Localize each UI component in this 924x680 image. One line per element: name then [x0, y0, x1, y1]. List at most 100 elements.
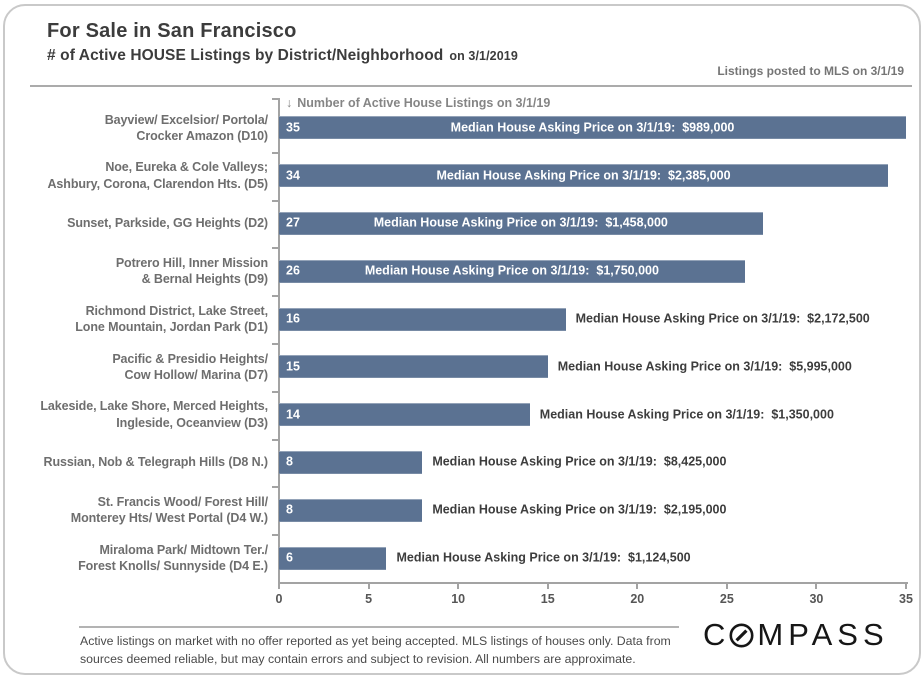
category-axis-tick	[272, 486, 278, 489]
median-price-label: Median House Asking Price on 3/1/19: $8,…	[432, 455, 727, 470]
value-axis-line	[278, 582, 908, 584]
category-label: St. Francis Wood/ Forest Hill/Monterey H…	[6, 486, 268, 534]
x-axis-tick	[457, 584, 460, 589]
median-price-label: Median House Asking Price on 3/1/19: $1,…	[373, 216, 668, 231]
bar-row: 8 Median House Asking Price on 3/1/19: $8…	[279, 439, 906, 487]
logo-text-prefix: C	[703, 617, 731, 652]
x-axis-tick	[546, 584, 549, 589]
category-axis-tick	[272, 343, 278, 345]
bar-value-label: 26	[286, 264, 300, 279]
mls-note: Listings posted to MLS on 3/1/19	[717, 64, 904, 78]
category-axis-tick	[272, 199, 278, 202]
bar-6: 15	[279, 355, 548, 379]
compass-logo: C MPASS	[703, 617, 889, 653]
disclaimer-text: Active listings on market with no offer …	[80, 632, 720, 669]
bar-value-label: 8	[286, 455, 293, 470]
bar-row: 8 Median House Asking Price on 3/1/19: $2…	[279, 486, 906, 534]
x-axis-tick-label: 0	[275, 592, 283, 606]
median-price-label: Median House Asking Price on 3/1/19: $2,…	[436, 168, 731, 183]
category-label-line: Ingleside, Oceanview (D3)	[116, 415, 268, 430]
page-subtitle: # of Active HOUSE Listings by District/N…	[47, 47, 518, 65]
category-label: Bayview/ Excelsior/ Portola/Crocker Amaz…	[6, 104, 268, 152]
median-price-label: Median House Asking Price on 3/1/19: $5,…	[557, 359, 852, 374]
bar-value-label: 35	[286, 120, 300, 135]
x-axis-tick-label: 15	[540, 592, 555, 606]
category-label-line: Miraloma Park/ Midtown Ter./	[99, 542, 268, 557]
median-price-label: Median House Asking Price on 3/1/19: $1,…	[539, 407, 834, 422]
category-axis-line	[278, 98, 280, 584]
category-label: Potrero Hill, Inner Mission & Bernal Heig…	[6, 247, 268, 295]
x-axis-tick	[725, 584, 728, 589]
bar-2: 34 Median House Asking Price on 3/1/19: $…	[279, 164, 889, 188]
category-label-line: Lone Mountain, Jordan Park (D1)	[75, 320, 268, 335]
category-label-line: Russian, Nob & Telegraph Hills (D8 N.)	[43, 455, 269, 470]
bar-row: 15 Median House Asking Price on 3/1/19: $…	[279, 343, 906, 391]
bar-4: 26 Median House Asking Price on 3/1/19: $…	[279, 259, 745, 283]
category-label: Lakeside, Lake Shore, Merced Heights, Ing…	[6, 391, 268, 439]
bar-row: 35 Median House Asking Price on 3/1/19: $…	[279, 104, 906, 152]
logo-text-suffix: MPASS	[757, 617, 889, 652]
category-label: Richmond District, Lake Street, Lone Moun…	[6, 295, 268, 343]
bar-value-label: 15	[286, 359, 300, 374]
median-price-label: Median House Asking Price on 3/1/19: $98…	[450, 120, 735, 135]
bar-9: 8	[279, 498, 423, 522]
category-label: Sunset, Parkside, GG Heights (D2)	[6, 200, 268, 248]
x-axis-tick	[367, 584, 370, 589]
bar-row: 14 Median House Asking Price on 3/1/19: $…	[279, 391, 906, 439]
category-label-line: Ashbury, Corona, Clarendon Hts. (D5)	[47, 176, 269, 191]
category-label-line: Richmond District, Lake Street,	[85, 303, 268, 318]
category-label-line: & Bernal Heights (D9)	[141, 272, 269, 287]
x-axis-tick-label: 35	[899, 592, 913, 606]
disclaimer-line: sources deemed reliable, but may contain…	[80, 652, 636, 667]
category-label-line: Cow Hollow/ Marina (D7)	[124, 367, 268, 382]
x-axis-tick-label: 10	[451, 592, 466, 606]
category-label: Noe, Eureka & Cole Valleys; Ashbury, Coro…	[6, 152, 269, 200]
chart-axis-header: ↓ Number of Active House Listings on 3/1/…	[286, 96, 550, 110]
bar-value-label: 14	[286, 407, 300, 422]
disclaimer-line: Active listings on market with no offer …	[80, 634, 671, 648]
category-label-line: Lakeside, Lake Shore, Merced Heights,	[40, 399, 268, 414]
x-axis-tick	[815, 584, 818, 589]
footer-divider	[79, 626, 679, 628]
category-label-line: Pacific & Presidio Heights/	[112, 351, 268, 366]
category-axis-tick	[272, 98, 278, 100]
category-labels: Bayview/ Excelsior/ Portola/Crocker Amaz…	[6, 104, 268, 582]
x-axis-tick	[636, 584, 639, 589]
compass-needle-icon	[729, 623, 754, 647]
median-price-label: Median House Asking Price on 3/1/19: $1,…	[364, 264, 659, 279]
bar-row: 27 Median House Asking Price on 3/1/19: $…	[279, 200, 906, 248]
median-price-label: Median House Asking Price on 3/1/19: $1,…	[396, 550, 691, 565]
category-label-line: Monterey Hts/ West Portal (D4 W.)	[70, 511, 268, 526]
down-arrow-icon: ↓	[286, 96, 293, 110]
subtitle-date: on 3/1/2019	[449, 49, 518, 63]
axis-header-label: Number of Active House Listings on 3/1/1…	[297, 96, 551, 110]
plot-area: 35 Median House Asking Price on 3/1/19: $…	[279, 104, 906, 582]
bar-value-label: 8	[286, 503, 293, 518]
category-label: Miraloma Park/ Midtown Ter./ Forest Knoll…	[6, 534, 268, 582]
bar-row: 26 Median House Asking Price on 3/1/19: $…	[279, 247, 906, 295]
bar-1: 35 Median House Asking Price on 3/1/19: $…	[279, 116, 906, 140]
bar-value-label: 27	[286, 216, 300, 231]
bar-value-label: 16	[286, 311, 300, 326]
category-axis-tick	[272, 295, 278, 298]
x-axis-tick-label: 25	[719, 592, 734, 606]
bar-row: 34 Median House Asking Price on 3/1/19: $…	[279, 152, 906, 200]
value-axis: 0 5 10 15 20 25 30 35	[275, 582, 913, 612]
category-label-line: Noe, Eureka & Cole Valleys;	[105, 160, 268, 175]
category-axis-tick	[272, 247, 278, 250]
category-label-line: Sunset, Parkside, GG Heights (D2)	[67, 216, 268, 231]
x-axis-tick-label: 5	[365, 592, 373, 606]
category-axis-tick	[272, 534, 278, 537]
bar-8: 8	[279, 450, 423, 474]
bar-row: 6 Median House Asking Price on 3/1/19: $1…	[279, 534, 906, 582]
category-axis-tick	[272, 390, 278, 393]
bar-7: 14	[279, 403, 530, 427]
bar-row: 16 Median House Asking Price on 3/1/19: $…	[279, 295, 906, 343]
category-label: Pacific & Presidio Heights/Cow Hollow/ M…	[6, 343, 268, 391]
category-label-line: Crocker Amazon (D10)	[136, 128, 268, 143]
x-axis-tick	[905, 584, 907, 589]
report-card-border	[3, 4, 921, 675]
x-axis-tick-label: 20	[630, 592, 645, 606]
header-divider	[30, 85, 912, 87]
